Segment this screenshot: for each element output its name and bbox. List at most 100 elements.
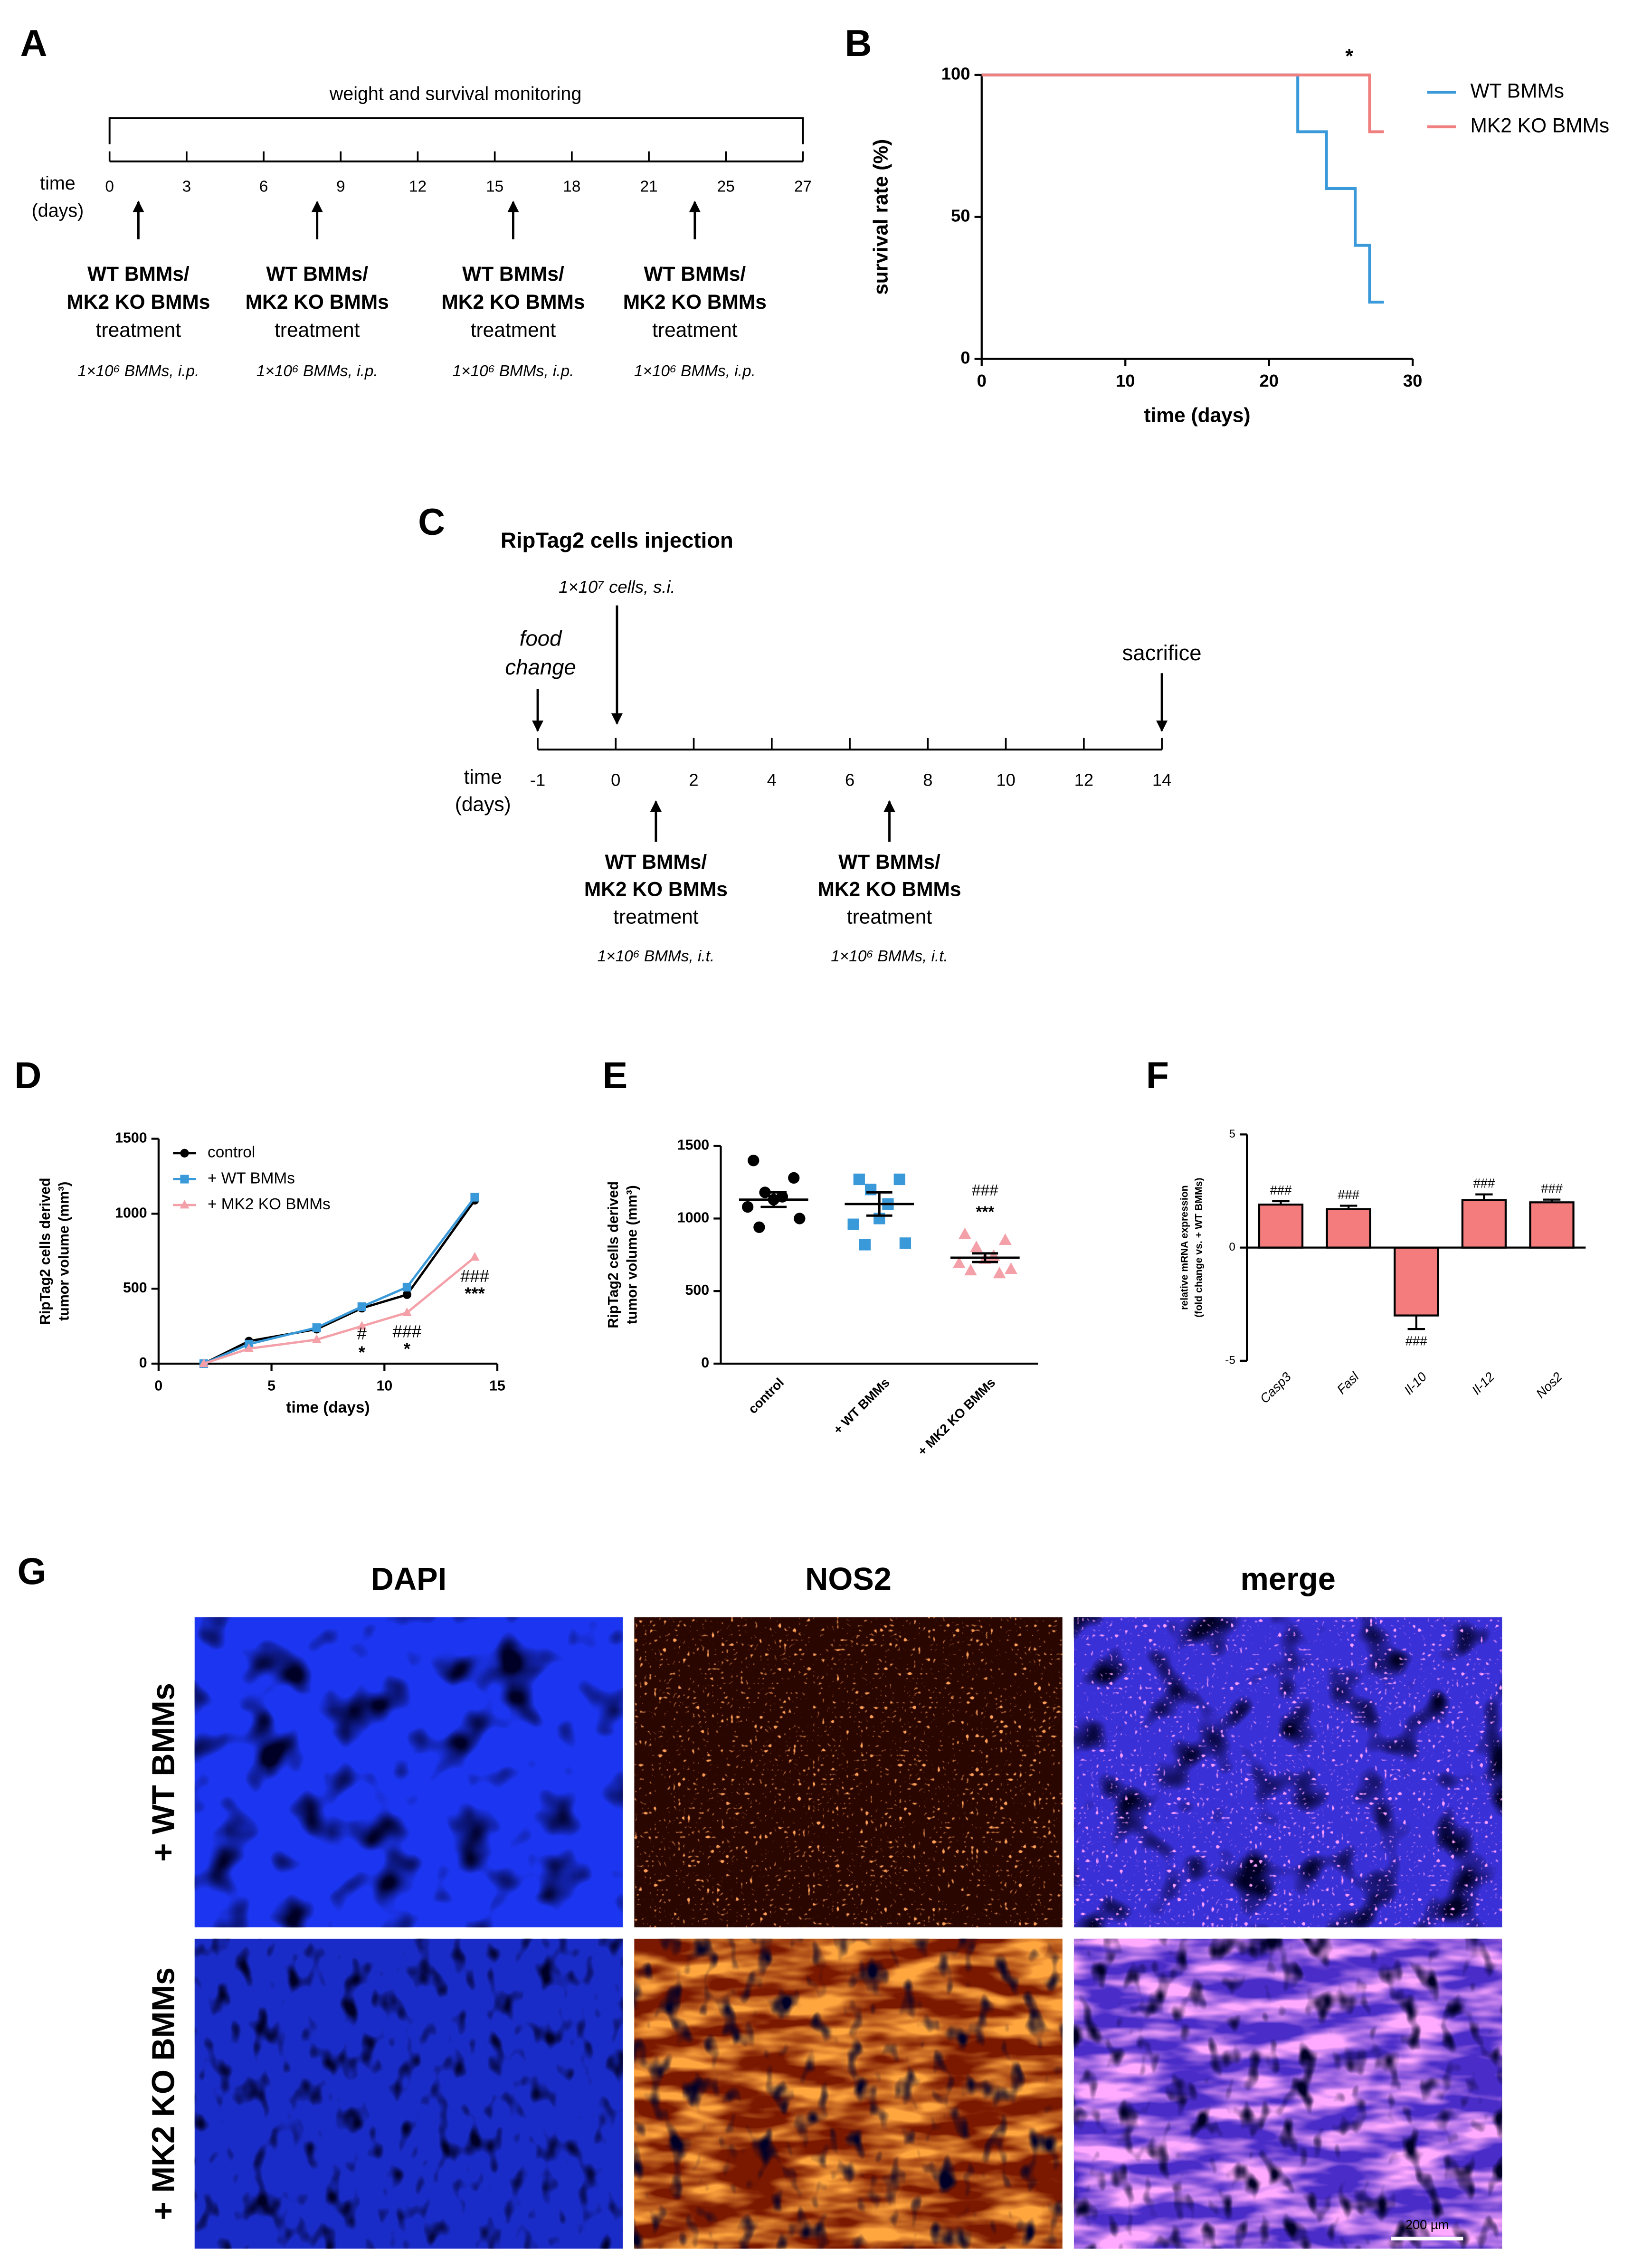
timeline-tick-label: 9 — [336, 178, 345, 195]
micrograph-texture — [194, 1617, 623, 1927]
data-point — [964, 1263, 977, 1276]
y-tick-label: 100 — [941, 64, 970, 83]
data-point — [998, 1233, 1012, 1245]
treatment-dose: 1×10⁶ BMMs, i.p. — [634, 362, 756, 380]
timeline-tick-label: 3 — [182, 178, 191, 195]
timeline-tick-label: 12 — [409, 178, 427, 195]
food-change-label: change — [505, 655, 576, 679]
significance-label: ### — [972, 1182, 998, 1199]
panel-letter: G — [17, 1550, 46, 1592]
panel-letter: A — [20, 22, 47, 64]
y-axis-label: tumor volume (mm³) — [57, 1182, 72, 1321]
timeline-tick-label: 27 — [794, 178, 812, 195]
bar — [1461, 1199, 1507, 1249]
x-tick-label: 10 — [376, 1378, 392, 1394]
timeline-tick-label: 4 — [767, 770, 777, 790]
data-point — [952, 1256, 966, 1268]
food-change-label: food — [520, 626, 562, 650]
treatment-label: WT BMMs/ — [644, 263, 746, 285]
timeline-tick-label: 10 — [996, 770, 1016, 790]
y-axis-label: survival rate (%) — [870, 139, 892, 295]
timeline-tick-label: 12 — [1074, 770, 1094, 790]
data-point — [402, 1282, 411, 1292]
column-header: NOS2 — [805, 1562, 892, 1597]
y-axis-label: RipTag2 cells derived — [606, 1181, 621, 1329]
timeline-tick-label: 25 — [717, 178, 735, 195]
significance-label: ### — [1270, 1183, 1292, 1197]
timeline-tick-label: 14 — [1152, 770, 1172, 790]
significance-label: ### — [393, 1322, 422, 1341]
y-tick-label: 0 — [1229, 1241, 1235, 1253]
timeline-axis-label: (days) — [455, 794, 511, 816]
treatment-label: treatment — [613, 906, 699, 928]
monitoring-bracket — [108, 117, 804, 144]
x-tick-label: 30 — [1403, 371, 1423, 390]
row-label: + MK2 KO BMMs — [146, 1967, 181, 2220]
treatment-label: MK2 KO BMMs — [623, 291, 767, 313]
significance-label: * — [1345, 46, 1353, 68]
micrograph-texture — [1073, 1938, 1502, 2249]
data-point — [312, 1334, 322, 1343]
y-axis-label: tumor volume (mm³) — [624, 1185, 640, 1324]
treatment-label: MK2 KO BMMs — [584, 879, 728, 901]
timeline-tick-label: 15 — [486, 178, 503, 195]
row-label: + WT BMMs — [146, 1683, 181, 1861]
significance-label: # — [357, 1324, 367, 1343]
micrograph-texture — [634, 1617, 1063, 1927]
data-point — [244, 1343, 254, 1352]
timeline-title: weight and survival monitoring — [329, 84, 581, 104]
timeline-axis-label: (days) — [32, 200, 84, 221]
data-point — [312, 1323, 321, 1332]
bar — [1394, 1246, 1439, 1317]
timeline-axis-label: time — [464, 766, 502, 788]
data-point — [970, 1240, 983, 1253]
significance-label: ### — [1405, 1334, 1427, 1348]
timeline-tick-label: 0 — [105, 178, 114, 195]
legend-label: control — [208, 1144, 255, 1161]
data-point — [847, 1218, 859, 1230]
data-point — [899, 1237, 911, 1249]
treatment-dose: 1×10⁶ BMMs, i.p. — [452, 362, 574, 380]
treatment-label: MK2 KO BMMs — [246, 291, 389, 313]
treatment-label: MK2 KO BMMs — [66, 291, 210, 313]
y-tick-label: 5 — [1229, 1128, 1235, 1140]
bar — [1326, 1208, 1371, 1249]
x-tick-label: 0 — [154, 1378, 162, 1394]
data-point — [753, 1221, 765, 1233]
y-tick-label: 0 — [701, 1355, 709, 1371]
y-tick-label: 500 — [685, 1282, 710, 1298]
injection-dose: 1×10⁷ cells, s.i. — [559, 577, 675, 597]
y-tick-label: 50 — [951, 206, 970, 225]
sacrifice-label: sacrifice — [1122, 641, 1202, 665]
data-point — [402, 1290, 411, 1299]
timeline-tick-label: 21 — [640, 178, 657, 195]
treatment-dose: 1×10⁶ BMMs, i.p. — [77, 362, 199, 380]
treatment-label: MK2 KO BMMs — [818, 879, 961, 901]
x-axis-label: time (days) — [286, 1399, 370, 1416]
data-point — [470, 1252, 480, 1261]
treatment-label: WT BMMs/ — [462, 263, 564, 285]
data-point — [357, 1321, 367, 1330]
x-tick-label: 10 — [1116, 371, 1135, 390]
data-point — [1005, 1262, 1017, 1274]
timeline-tick-label: 0 — [611, 770, 620, 790]
significance-label: ### — [1473, 1176, 1495, 1191]
timeline-tick-label: -1 — [530, 770, 545, 790]
treatment-dose: 1×10⁶ BMMs, i.t. — [831, 948, 948, 965]
y-tick-label: 0 — [960, 348, 970, 367]
treatment-label: treatment — [471, 319, 556, 342]
x-tick-label: 15 — [489, 1378, 505, 1394]
data-point — [794, 1213, 806, 1224]
series-line — [203, 1196, 476, 1365]
timeline-axis-label: time — [40, 173, 76, 194]
series-line — [203, 1199, 476, 1365]
legend-label: WT BMMs — [1471, 80, 1564, 102]
data-point — [199, 1358, 209, 1367]
x-tick-label: 5 — [267, 1378, 275, 1394]
legend-marker — [180, 1148, 189, 1158]
significance-label: * — [359, 1342, 366, 1362]
treatment-label: WT BMMs/ — [838, 851, 940, 873]
